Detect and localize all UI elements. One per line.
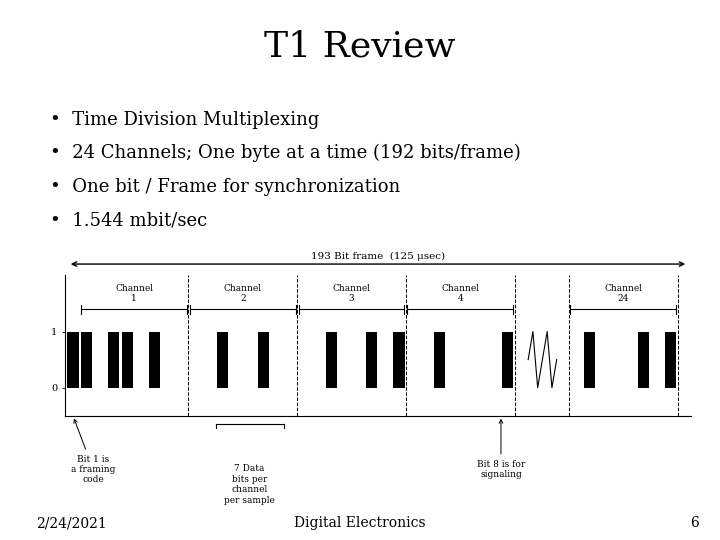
Bar [502,332,513,388]
Text: 6: 6 [690,516,698,530]
Text: 7 Data
bits per
channel
per sample: 7 Data bits per channel per sample [224,464,275,504]
Bar [68,332,78,388]
Bar [366,332,377,388]
Text: 193 Bit frame  (125 μsec): 193 Bit frame (125 μsec) [311,252,445,261]
Bar [434,332,446,388]
Bar [122,332,133,388]
Bar [584,332,595,388]
Text: Channel
1: Channel 1 [115,284,153,303]
Bar [258,332,269,388]
Bar [149,332,160,388]
Text: Bit 1 is
a framing
code: Bit 1 is a framing code [71,420,115,484]
Text: Bit 8 is for
signaling: Bit 8 is for signaling [477,420,525,479]
Text: •  24 Channels; One byte at a time (192 bits/frame): • 24 Channels; One byte at a time (192 b… [50,144,521,163]
Bar [325,332,337,388]
Text: Channel
3: Channel 3 [333,284,371,303]
Text: •  Time Division Multiplexing: • Time Division Multiplexing [50,111,320,129]
Bar [217,332,228,388]
Bar [394,332,405,388]
Text: T1 Review: T1 Review [264,30,456,64]
Text: •  One bit / Frame for synchronization: • One bit / Frame for synchronization [50,178,400,195]
Text: Channel
4: Channel 4 [441,284,480,303]
Text: Digital Electronics: Digital Electronics [294,516,426,530]
Bar [108,332,120,388]
Bar [665,332,676,388]
Text: Channel
24: Channel 24 [604,284,642,303]
Text: •  1.544 mbit/sec: • 1.544 mbit/sec [50,211,207,229]
Text: 2/24/2021: 2/24/2021 [36,516,107,530]
Bar [638,332,649,388]
Text: Channel
2: Channel 2 [224,284,262,303]
Bar [81,332,92,388]
